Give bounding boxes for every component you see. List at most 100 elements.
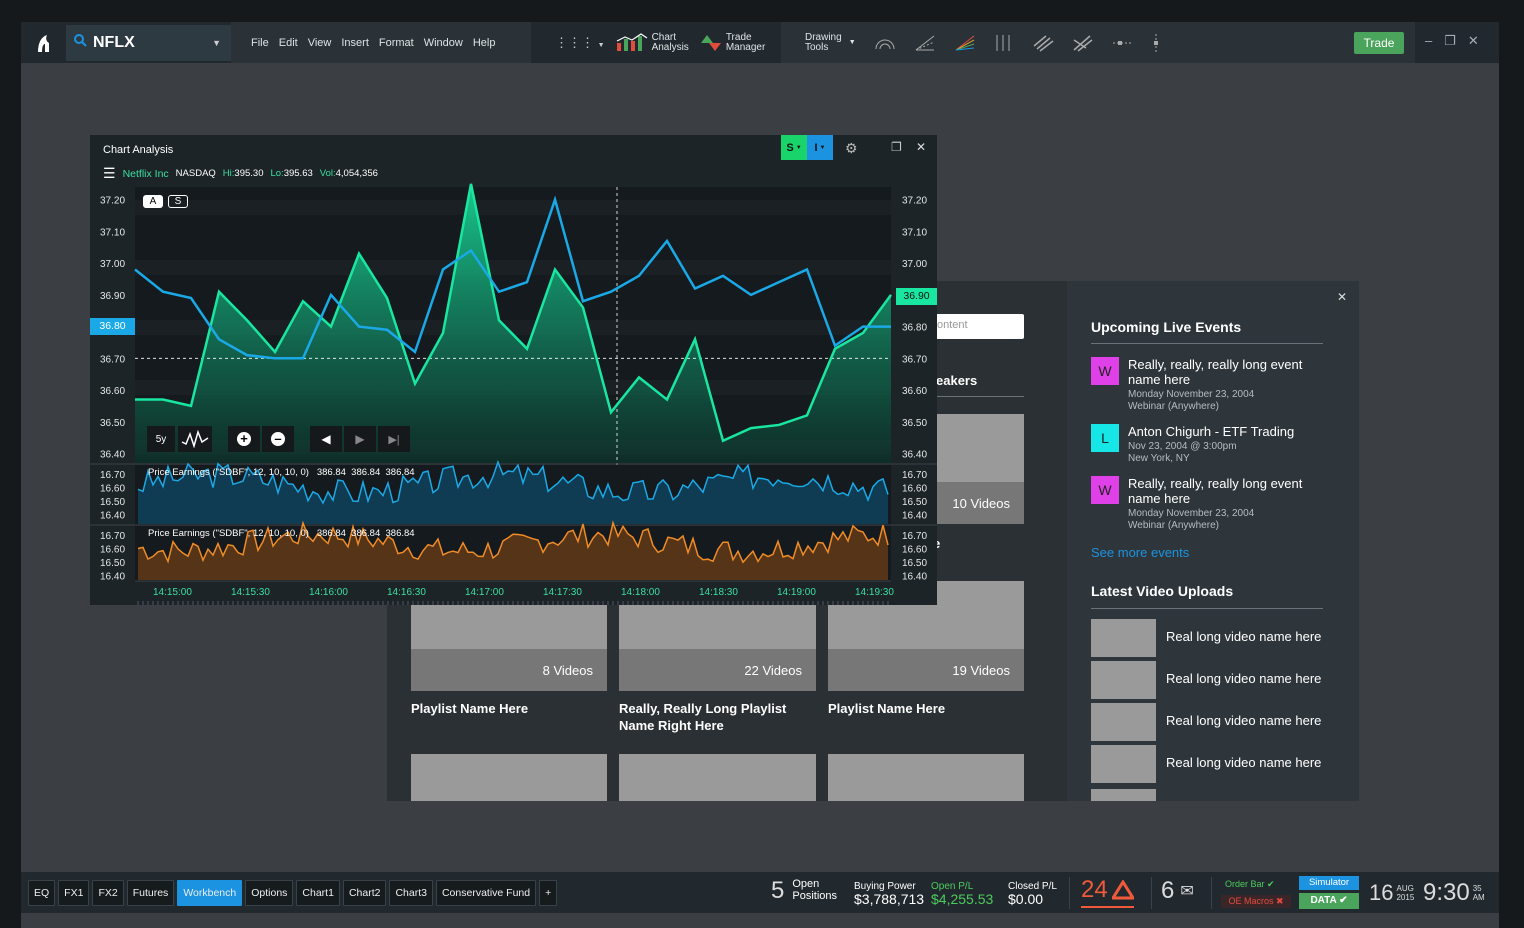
hamburger-icon[interactable]: ☰ [103, 165, 116, 181]
playlist-name[interactable]: Really, Really Long Playlist Name Right … [619, 701, 787, 733]
horizontal-line-icon[interactable] [1112, 38, 1134, 48]
chevron-down-icon[interactable]: ▼ [212, 38, 221, 48]
x-tick-label: 14:15:30 [231, 587, 270, 598]
order-bar-toggle[interactable]: Order Bar ✔ [1225, 879, 1275, 890]
fib-fan-icon[interactable] [914, 34, 936, 52]
tab-fx1[interactable]: FX1 [58, 880, 90, 906]
price-chart[interactable]: 37.20 37.20 37.10 37.10 37.00 37.00 36.90 36.90… [90, 135, 937, 605]
trade-button[interactable]: Trade [1354, 32, 1404, 54]
data-badge[interactable]: DATA ✔ [1299, 893, 1359, 909]
alerts-button[interactable]: 24 [1081, 876, 1134, 908]
video-title: Real long video name here [1166, 671, 1322, 686]
minimize-icon[interactable]: – [1425, 33, 1433, 48]
playlist-count: 19 Videos [828, 649, 1024, 691]
simulator-badge[interactable]: Simulator [1299, 876, 1359, 890]
symbol-search[interactable]: NFLX ▼ [66, 25, 231, 61]
study1-line [137, 459, 889, 505]
top-bar: NFLX ▼ File Edit View Insert Format Wind… [21, 22, 1499, 63]
video-item[interactable]: Real long video name here [1091, 703, 1341, 741]
vertical-lines-icon[interactable] [994, 34, 1014, 52]
scroll-back-button[interactable]: ◀ [310, 426, 342, 452]
vertical-line-icon[interactable] [1152, 33, 1160, 53]
playlist-name[interactable]: Playlist Name Here [828, 701, 946, 716]
grid-menu-icon[interactable]: ⋮⋮⋮ ▼ [555, 34, 605, 50]
event-location: Webinar (Anywhere) [1128, 520, 1219, 531]
gear-icon[interactable]: ⚙ [845, 140, 858, 156]
video-item[interactable]: Real long video name here [1091, 745, 1341, 783]
i-label: I [814, 141, 818, 154]
zoom-out-button[interactable]: – [262, 426, 294, 452]
menu-edit[interactable]: Edit [278, 36, 298, 49]
video-title: Real long video name here [1166, 755, 1322, 770]
i-dropdown-button[interactable]: I ▼ [807, 135, 833, 160]
period-button[interactable]: 5y [147, 426, 175, 452]
event-item[interactable]: L Anton Chigurh - ETF Trading Nov 23, 20… [1091, 424, 1331, 464]
x-tick-label: 14:19:30 [855, 587, 894, 598]
s-button[interactable]: S [168, 195, 188, 208]
menu-help[interactable]: Help [472, 36, 496, 49]
tab-workbench[interactable]: Workbench [177, 880, 243, 906]
tab-fx2[interactable]: FX2 [92, 880, 124, 906]
add-tab-button[interactable]: + [539, 880, 558, 906]
tab-chart1[interactable]: Chart1 [296, 880, 340, 906]
menu-view[interactable]: View [307, 36, 332, 49]
video-thumb[interactable] [1091, 789, 1156, 801]
open-positions[interactable]: 5 Open Positions [771, 878, 837, 902]
tab-chart3[interactable]: Chart3 [389, 880, 433, 906]
color-fan-icon[interactable] [954, 34, 976, 52]
tab-conservative-fund[interactable]: Conservative Fund [435, 880, 537, 906]
s-dropdown-button[interactable]: S ▼ [781, 135, 807, 160]
chart-analysis-button[interactable]: Chart Analysis [615, 32, 689, 53]
close-icon[interactable]: ✕ [1337, 290, 1348, 304]
x-tick-label: 14:18:30 [699, 587, 738, 598]
event-item[interactable]: W Really, really, really long event name… [1091, 476, 1331, 536]
event-item[interactable]: W Really, really, really long event name… [1091, 357, 1331, 417]
messages-button[interactable]: 6 ✉ [1161, 877, 1194, 905]
video-count: 22 Videos [744, 662, 802, 678]
see-more-events-link[interactable]: See more events [1091, 545, 1190, 560]
scroll-forward-button[interactable]: ▶ [344, 426, 376, 452]
playlist-thumb[interactable] [933, 414, 1024, 482]
trade-manager-label-2: Manager [725, 41, 766, 53]
grid-band [135, 260, 891, 275]
menu-file[interactable]: File [251, 36, 269, 49]
menu-insert[interactable]: Insert [341, 36, 369, 49]
oe-macros-toggle[interactable]: OE Macros ✖ [1221, 895, 1291, 908]
drawing-tools-bar: Drawing Tools ▼ [781, 22, 1415, 63]
drawing-tools-menu[interactable]: Drawing Tools ▼ [805, 32, 856, 53]
scroll-end-button[interactable]: ▶| [378, 426, 410, 452]
zoom-in-button[interactable]: + [228, 426, 260, 452]
arc-tool-icon[interactable] [874, 35, 896, 51]
tab-eq[interactable]: EQ [28, 880, 56, 906]
chart-type-button[interactable] [178, 426, 212, 452]
restore-icon[interactable]: ❐ [1444, 33, 1456, 48]
restore-icon[interactable]: ❐ [891, 140, 902, 154]
close-icon[interactable]: ✕ [916, 140, 927, 154]
menu-window[interactable]: Window [423, 36, 463, 49]
chart-analysis-window: Chart Analysis S ▼ I ▼ ⚙ ❐ ✕ ☰ Netflix Inc… [90, 135, 937, 605]
video-item[interactable]: Real long video name here [1091, 619, 1341, 657]
a-button[interactable]: A [143, 195, 163, 208]
parallel-channel-icon[interactable] [1032, 34, 1054, 52]
menu-format[interactable]: Format [378, 36, 414, 49]
playlist-name[interactable]: Playlist Name Here [411, 701, 529, 716]
open-pl-value: $4,255.53 [931, 891, 994, 907]
crossed-lines-icon[interactable] [1072, 34, 1094, 52]
playlist-thumb[interactable] [619, 754, 816, 801]
video-item[interactable]: Real long video name here [1091, 661, 1341, 699]
main-menu: File Edit View Insert Format Window Help [231, 22, 531, 63]
y-tick-label-left: 37.20 [100, 196, 125, 207]
playlist-thumb[interactable] [411, 754, 607, 801]
panel-search-input[interactable]: ontent [933, 314, 1024, 339]
open-positions-label-1: Open [792, 878, 820, 890]
trade-manager-button[interactable]: Trade Manager [699, 32, 766, 53]
tab-options[interactable]: Options [245, 880, 294, 906]
study-label-2: Price Earnings ("SDBF", 12, 10, 10, 0) 3… [148, 528, 415, 539]
tab-chart2[interactable]: Chart2 [342, 880, 387, 906]
y-tick-label-right: 37.20 [902, 196, 927, 207]
playlist-thumb[interactable] [828, 754, 1024, 801]
close-icon[interactable]: ✕ [1467, 33, 1479, 48]
playlist-count: 8 Videos [411, 649, 607, 691]
symbol-input[interactable]: NFLX [93, 34, 135, 51]
tab-futures[interactable]: Futures [126, 880, 175, 906]
